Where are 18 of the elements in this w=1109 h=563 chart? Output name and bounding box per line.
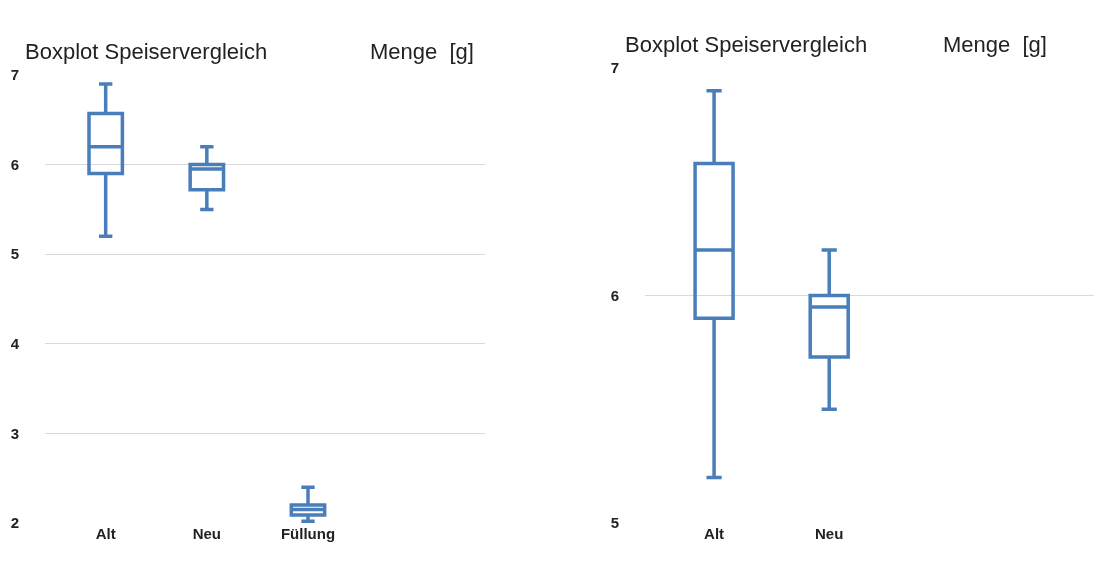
y-tick-label: 3 — [10, 424, 19, 442]
x-tick-label: Füllung — [280, 525, 336, 542]
y-axis-title: Menge [g] — [943, 32, 1047, 57]
y-tick-label: 6 — [610, 286, 619, 304]
y-tick-label: 5 — [10, 245, 19, 263]
y-tick-label: 4 — [10, 335, 20, 353]
y-tick-label: 2 — [10, 514, 19, 532]
y-tick-label: 7 — [10, 66, 19, 84]
y-tick-label: 5 — [610, 514, 619, 532]
chart-title: Boxplot Speiservergleich — [25, 39, 268, 64]
x-tick-label: Alt — [95, 525, 116, 542]
y-tick-label: 6 — [10, 155, 19, 173]
x-tick-label: Neu — [815, 525, 844, 542]
y-axis-title: Menge [g] — [370, 39, 474, 64]
x-tick-label: Neu — [192, 525, 222, 542]
y-tick-label: 7 — [610, 59, 619, 77]
x-tick-label: Alt — [704, 525, 725, 542]
chart-title: Boxplot Speiservergleich — [625, 32, 868, 57]
